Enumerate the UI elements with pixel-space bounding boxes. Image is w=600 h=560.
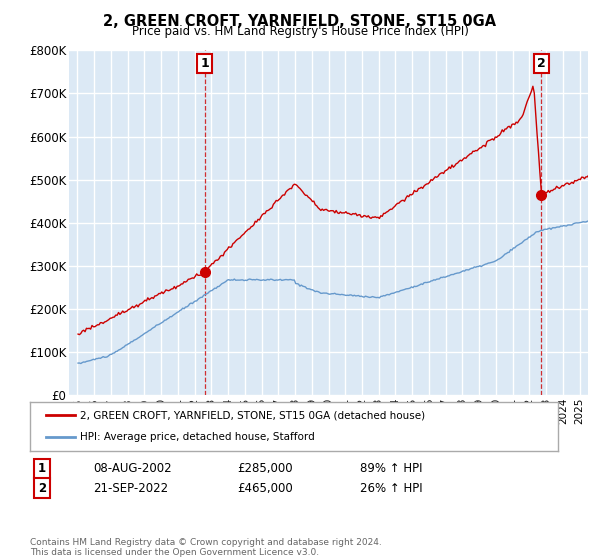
Text: 21-SEP-2022: 21-SEP-2022 [93, 482, 168, 495]
Text: 1: 1 [200, 57, 209, 70]
Text: 2, GREEN CROFT, YARNFIELD, STONE, ST15 0GA: 2, GREEN CROFT, YARNFIELD, STONE, ST15 0… [103, 14, 497, 29]
Text: Contains HM Land Registry data © Crown copyright and database right 2024.
This d: Contains HM Land Registry data © Crown c… [30, 538, 382, 557]
Text: 89% ↑ HPI: 89% ↑ HPI [360, 462, 422, 475]
Text: 2: 2 [38, 482, 46, 495]
Text: 08-AUG-2002: 08-AUG-2002 [93, 462, 172, 475]
Text: Price paid vs. HM Land Registry's House Price Index (HPI): Price paid vs. HM Land Registry's House … [131, 25, 469, 38]
Text: 1: 1 [38, 462, 46, 475]
Text: HPI: Average price, detached house, Stafford: HPI: Average price, detached house, Staf… [80, 432, 315, 442]
Text: 2: 2 [537, 57, 546, 70]
Text: £285,000: £285,000 [237, 462, 293, 475]
Text: 2, GREEN CROFT, YARNFIELD, STONE, ST15 0GA (detached house): 2, GREEN CROFT, YARNFIELD, STONE, ST15 0… [80, 410, 425, 421]
Text: £465,000: £465,000 [237, 482, 293, 495]
Text: 26% ↑ HPI: 26% ↑ HPI [360, 482, 422, 495]
